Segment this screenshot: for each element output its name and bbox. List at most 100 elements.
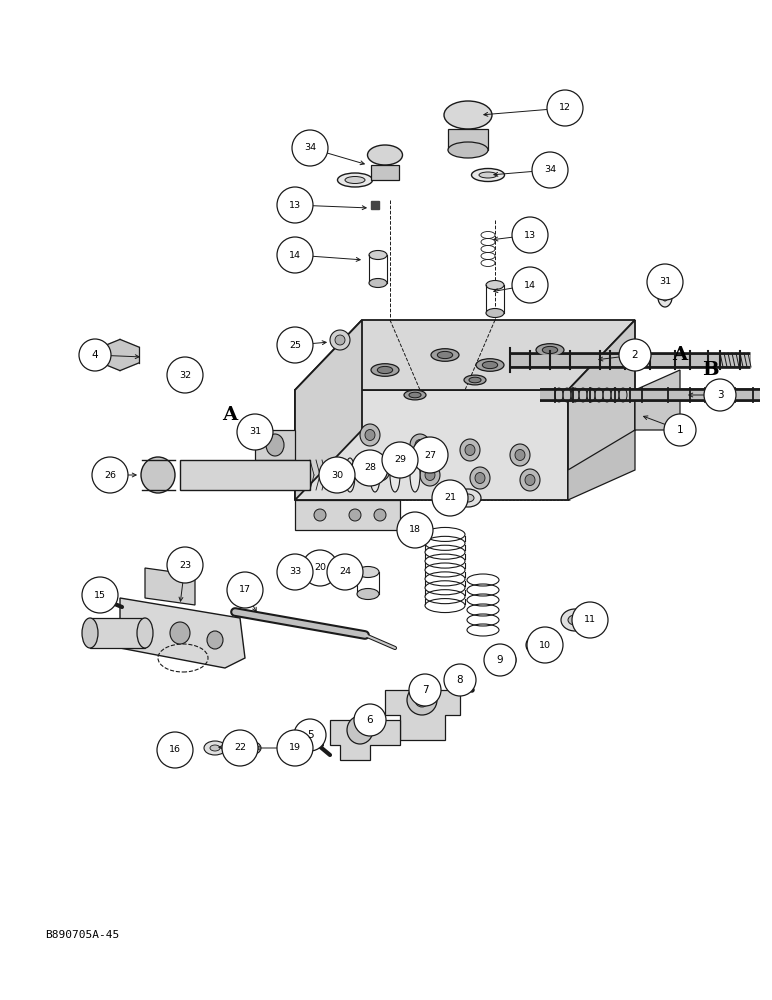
Ellipse shape [360,424,380,446]
Ellipse shape [365,430,375,440]
Circle shape [354,704,386,736]
Circle shape [512,217,548,253]
Ellipse shape [331,560,349,576]
Ellipse shape [369,278,387,288]
Ellipse shape [337,173,373,187]
Circle shape [157,732,193,768]
Ellipse shape [444,101,492,129]
Circle shape [444,664,476,696]
Ellipse shape [515,450,525,460]
Ellipse shape [542,346,557,354]
Circle shape [302,550,338,586]
Circle shape [409,674,441,706]
Ellipse shape [390,458,400,492]
Polygon shape [120,598,245,668]
Text: 10: 10 [539,641,551,650]
Ellipse shape [536,344,564,356]
Text: 34: 34 [544,165,556,174]
Polygon shape [145,568,195,605]
Circle shape [237,414,273,450]
Text: 31: 31 [249,428,261,436]
Ellipse shape [420,464,440,486]
Ellipse shape [369,250,387,259]
Polygon shape [120,347,139,363]
Ellipse shape [455,489,481,507]
Ellipse shape [180,372,190,377]
Text: 11: 11 [584,615,596,624]
Ellipse shape [525,475,535,486]
Circle shape [382,442,418,478]
Ellipse shape [141,457,175,493]
Text: 34: 34 [304,143,316,152]
Ellipse shape [533,640,547,650]
Circle shape [79,339,111,371]
Ellipse shape [301,564,319,580]
Ellipse shape [137,618,153,648]
Ellipse shape [367,145,402,165]
Ellipse shape [410,434,430,456]
Ellipse shape [448,142,488,158]
Text: 29: 29 [394,456,406,464]
Circle shape [222,730,258,766]
Text: 6: 6 [367,715,374,725]
Ellipse shape [207,631,223,649]
Ellipse shape [335,335,345,345]
Polygon shape [120,355,139,371]
Ellipse shape [370,459,390,481]
Circle shape [397,512,433,548]
Text: 14: 14 [524,280,536,290]
Ellipse shape [409,392,421,398]
Ellipse shape [204,741,226,755]
Text: 33: 33 [289,568,301,576]
Polygon shape [120,339,139,355]
Ellipse shape [431,349,459,361]
Circle shape [294,719,326,751]
Ellipse shape [170,622,190,644]
Text: 20: 20 [314,564,326,572]
Text: 25: 25 [289,340,301,350]
Text: B890705A-45: B890705A-45 [45,930,119,940]
Ellipse shape [174,369,196,381]
Text: 4: 4 [92,350,98,360]
Circle shape [532,152,568,188]
Ellipse shape [82,618,98,648]
Circle shape [547,90,583,126]
Circle shape [277,730,313,766]
Ellipse shape [370,458,380,492]
Ellipse shape [375,464,385,476]
Polygon shape [635,370,680,430]
Text: 13: 13 [524,231,536,239]
Polygon shape [101,339,120,355]
Polygon shape [255,430,295,460]
Circle shape [292,130,328,166]
Ellipse shape [239,741,261,755]
Text: 27: 27 [424,450,436,460]
Circle shape [277,237,313,273]
Polygon shape [330,720,400,760]
Polygon shape [295,320,362,500]
Polygon shape [101,347,120,363]
Text: 26: 26 [104,471,116,480]
Text: 15: 15 [94,590,106,599]
Circle shape [349,509,361,521]
Ellipse shape [371,364,399,376]
Ellipse shape [407,685,437,715]
Ellipse shape [347,716,373,744]
Circle shape [374,509,386,521]
Text: 7: 7 [422,685,428,695]
Text: 32: 32 [179,370,191,379]
Polygon shape [371,165,399,180]
Ellipse shape [330,330,350,350]
Ellipse shape [469,377,481,383]
Text: 5: 5 [306,730,313,740]
Circle shape [512,267,548,303]
Ellipse shape [479,172,497,178]
Polygon shape [295,390,568,500]
Ellipse shape [415,693,429,707]
Circle shape [167,547,203,583]
Circle shape [619,339,651,371]
Text: 3: 3 [716,390,723,400]
Circle shape [92,457,128,493]
Polygon shape [295,320,635,390]
Text: 12: 12 [559,104,571,112]
